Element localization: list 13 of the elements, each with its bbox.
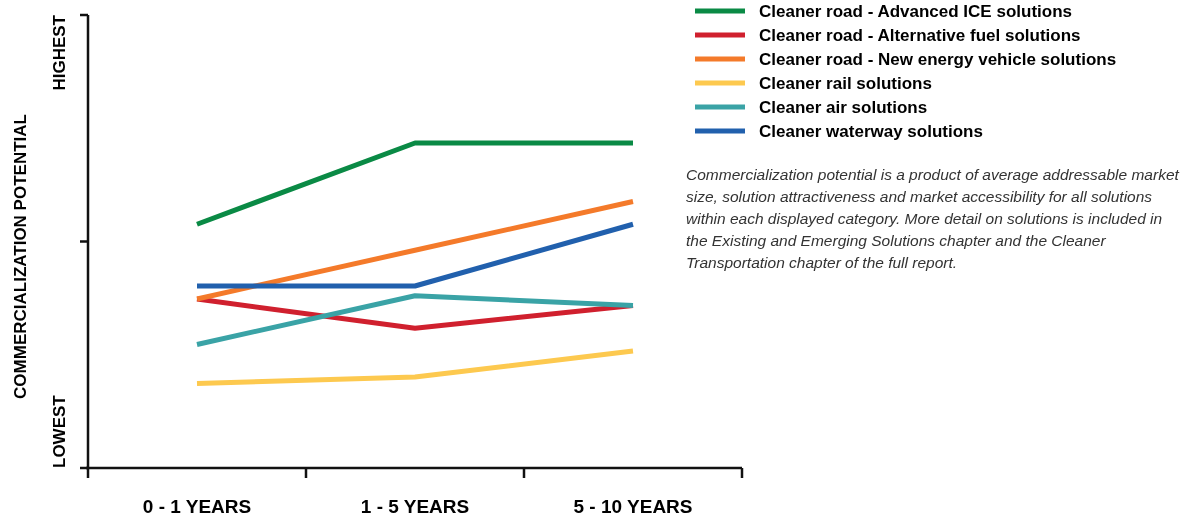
annotation: Commercialization potential is a product of average addressable market size, solution attractiveness and market accessibility for all solutions within each displayed category. More detail on solutions is included in the Existing and Emerging Solutions chapter and the Cleaner Transportation chapter of the full report. [686,165,1181,273]
legend-label: Cleaner air solutions [759,98,928,117]
legend-label: Cleaner road - Alternative fuel solutions [759,26,1081,45]
legend-label: Cleaner rail solutions [759,74,932,93]
x-tick-label: 5 - 10 YEARS [573,495,693,517]
legend-label: Cleaner road - Advanced ICE solutions [759,2,1072,21]
legend-label: Cleaner road - New energy vehicle solutions [759,50,1117,69]
x-tick-label: 0 - 1 YEARS [142,495,252,517]
text: HIGHEST [50,14,69,91]
legend-label: Cleaner waterway solutions [759,122,983,141]
x-tick-label: 1 - 5 YEARS [360,495,470,517]
text: LOWEST [50,394,69,468]
y-axis-title: COMMERCIALIZATION POTENTIAL [11,114,30,399]
